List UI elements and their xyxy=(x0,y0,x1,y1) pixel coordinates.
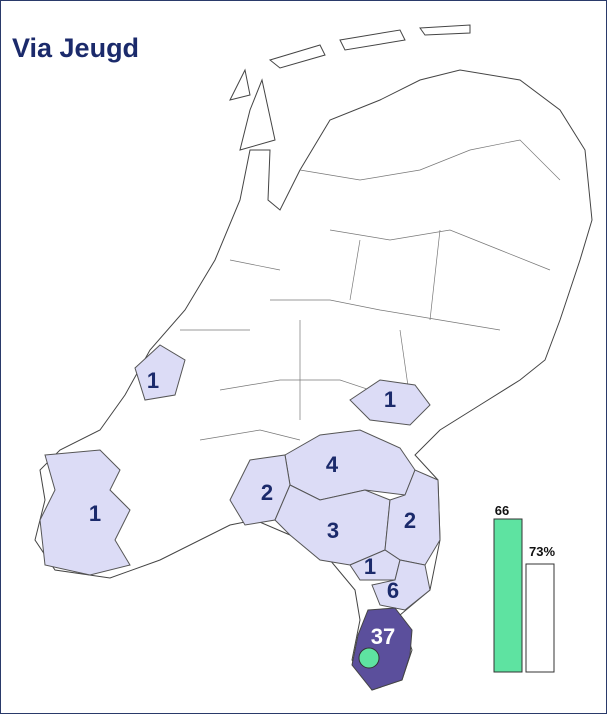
region xyxy=(371,559,431,611)
region xyxy=(39,449,131,576)
bar xyxy=(493,518,523,673)
region-count: 1 xyxy=(384,387,396,412)
region-count: 1 xyxy=(364,554,376,579)
region-count: 1 xyxy=(89,501,101,526)
region-count: 6 xyxy=(387,578,399,603)
region xyxy=(349,379,431,426)
region-count: 3 xyxy=(327,518,339,543)
title: Via Jeugd xyxy=(12,33,139,63)
region-count: 4 xyxy=(326,452,339,477)
bar xyxy=(525,563,555,673)
region-count: 1 xyxy=(147,368,159,393)
borders xyxy=(180,139,561,441)
region-count: 37 xyxy=(371,624,395,649)
netherlands-map xyxy=(34,24,593,691)
bar-label: 66 xyxy=(495,503,509,518)
north-holland-tip xyxy=(239,78,276,151)
islands xyxy=(229,24,471,101)
region-count: 2 xyxy=(261,480,273,505)
region-highlight xyxy=(351,607,413,691)
region-count: 2 xyxy=(404,508,416,533)
location-dot xyxy=(358,647,380,669)
bar-label: 73% xyxy=(529,544,555,559)
region xyxy=(134,344,186,401)
